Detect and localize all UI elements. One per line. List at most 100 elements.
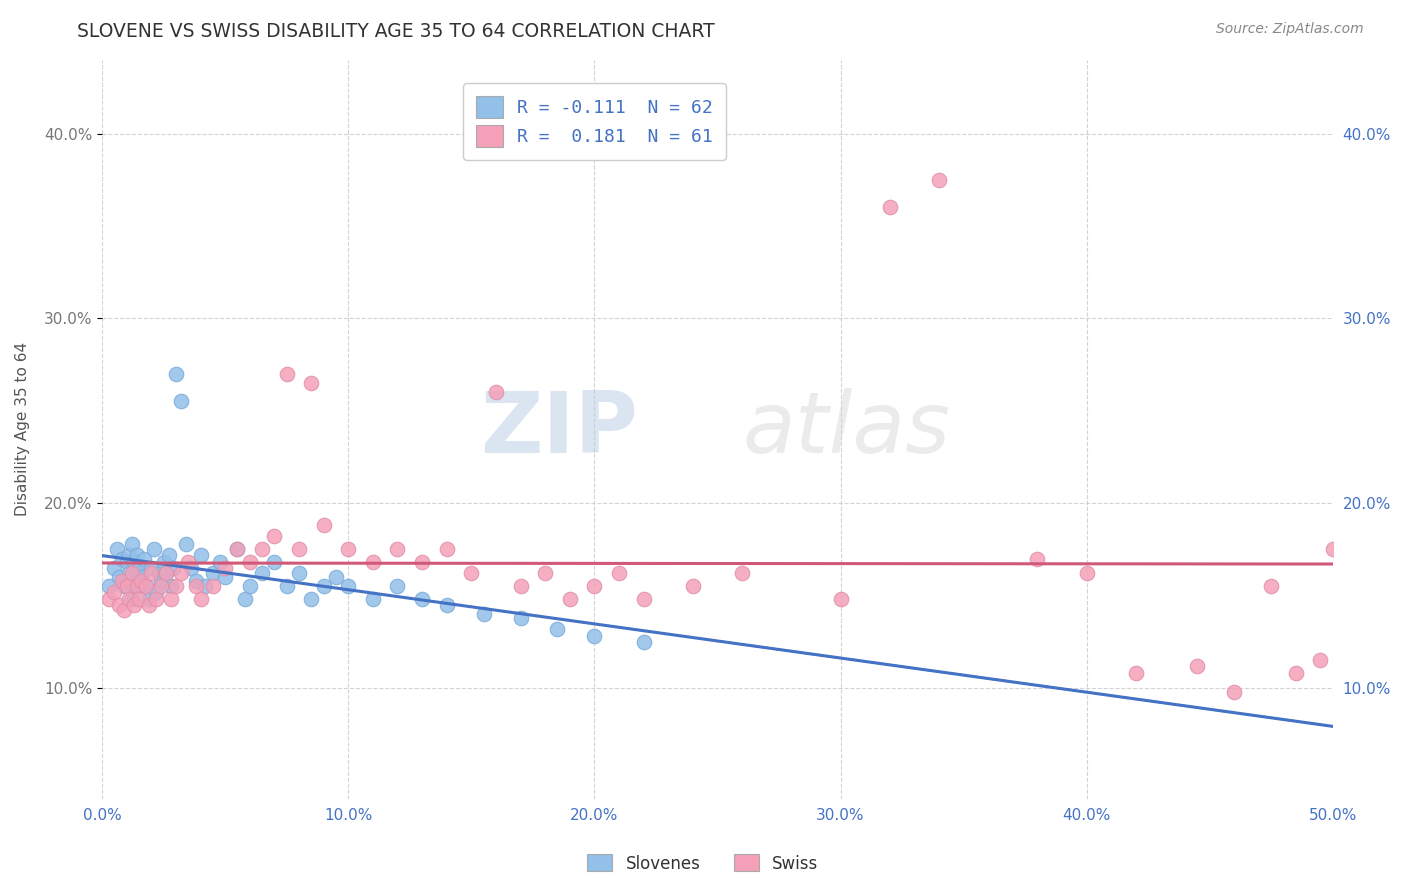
Point [928,172,950,186]
Point [239,555,262,569]
Point [112,603,135,617]
Point [115,579,138,593]
Point [155,566,177,581]
Point [190,592,212,607]
Point [125,548,148,562]
Point [111,574,134,588]
Point [160,579,183,593]
Point [177,555,200,569]
Point [108,598,131,612]
Text: atlas: atlas [742,388,950,471]
Point [226,542,249,557]
Point [233,592,256,607]
Point [558,592,581,607]
Point [125,566,148,581]
Point [138,592,160,607]
Point [122,579,145,593]
Point [337,579,360,593]
Point [148,566,170,581]
Point [150,579,173,593]
Point [131,574,153,588]
Point [250,566,273,581]
Point [387,542,409,557]
Point [194,579,217,593]
Y-axis label: Disability Age 35 to 64: Disability Age 35 to 64 [15,343,30,516]
Point [152,555,174,569]
Point [276,579,298,593]
Point [1285,666,1308,681]
Point [132,551,155,566]
Point [121,566,143,581]
Point [472,607,495,621]
Point [633,592,655,607]
Point [162,561,184,575]
Text: ZIP: ZIP [479,388,637,471]
Point [485,385,508,400]
Point [118,548,141,562]
Legend: R = -0.111  N = 62, R =  0.181  N = 61: R = -0.111 N = 62, R = 0.181 N = 61 [463,84,725,160]
Point [138,598,160,612]
Point [155,566,177,581]
Point [436,598,458,612]
Legend: Slovenes, Swiss: Slovenes, Swiss [581,847,825,880]
Point [633,634,655,648]
Point [682,579,704,593]
Point [731,566,754,581]
Point [1309,653,1331,667]
Point [1026,551,1049,566]
Point [411,555,433,569]
Point [509,610,531,624]
Point [160,592,183,607]
Point [1260,579,1282,593]
Point [125,579,148,593]
Point [879,201,901,215]
Point [141,566,163,581]
Point [201,579,224,593]
Point [122,555,145,569]
Point [131,570,153,584]
Point [145,584,167,599]
Point [145,592,167,607]
Point [103,561,125,575]
Point [121,592,143,607]
Point [157,548,180,562]
Point [105,542,128,557]
Point [226,542,249,557]
Point [122,598,145,612]
Point [190,548,212,562]
Point [98,579,121,593]
Point [214,570,236,584]
Point [128,592,150,607]
Point [170,394,193,409]
Point [170,566,193,581]
Point [263,555,285,569]
Point [141,561,163,575]
Point [142,542,165,557]
Text: Source: ZipAtlas.com: Source: ZipAtlas.com [1216,22,1364,37]
Point [118,592,141,607]
Point [411,592,433,607]
Point [509,579,531,593]
Point [1125,666,1147,681]
Point [337,542,360,557]
Point [460,566,482,581]
Point [165,367,187,381]
Point [165,579,187,593]
Point [115,555,138,569]
Point [128,561,150,575]
Point [288,566,311,581]
Point [135,579,157,593]
Point [361,555,384,569]
Point [115,574,138,588]
Point [180,561,202,575]
Point [1322,542,1344,557]
Point [312,518,335,533]
Point [239,579,262,593]
Point [583,629,606,643]
Point [184,574,207,588]
Point [325,570,347,584]
Point [1187,658,1209,673]
Point [607,566,630,581]
Point [184,579,207,593]
Point [174,537,197,551]
